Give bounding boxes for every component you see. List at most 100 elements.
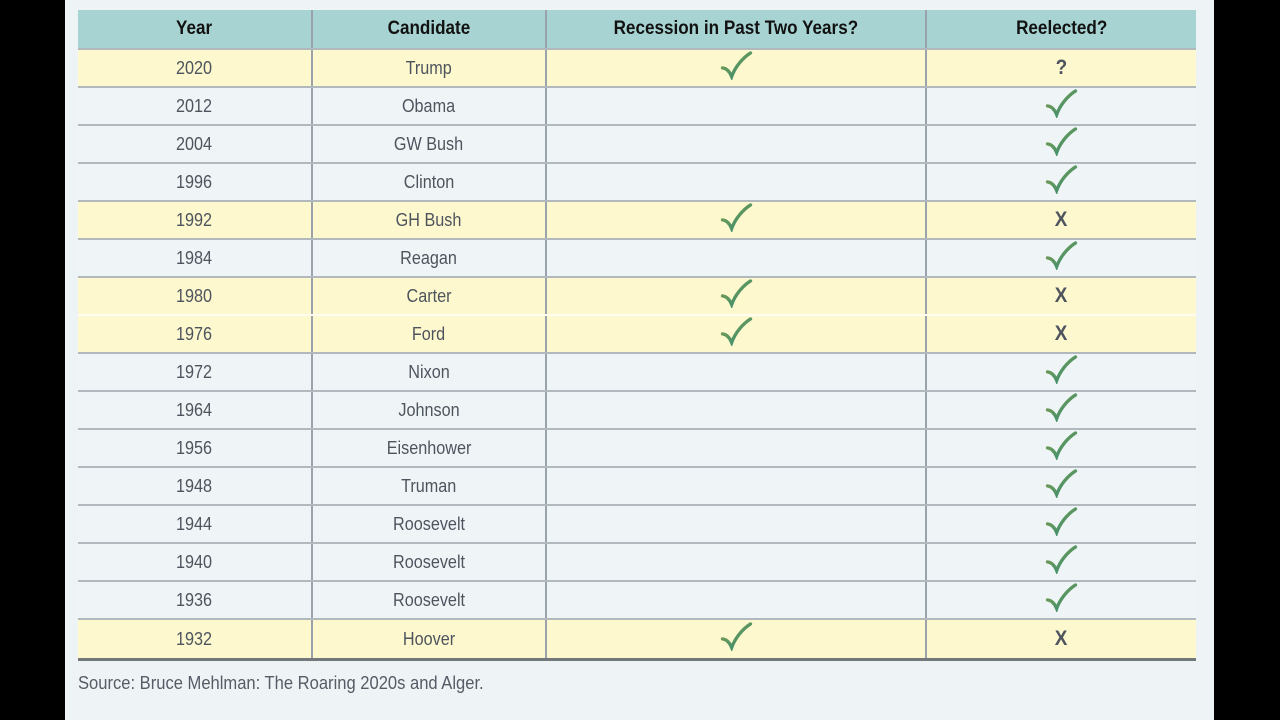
candidate-cell: Johnson <box>313 392 547 428</box>
check-icon <box>1045 469 1078 497</box>
candidate-value: Hoover <box>402 628 456 649</box>
recession-cell <box>547 620 927 658</box>
candidate-cell: Ford <box>313 316 547 352</box>
recession-cell <box>547 164 927 200</box>
reelected-cell <box>927 582 1196 618</box>
recession-cell <box>547 392 927 428</box>
recession-cell <box>547 468 927 504</box>
table-row: 1980 Carter X <box>78 278 1196 316</box>
year-cell: 1940 <box>78 544 313 580</box>
table-row: 2020 Trump ? <box>78 50 1196 88</box>
year-cell: 1980 <box>78 278 313 314</box>
check-icon <box>1045 165 1078 193</box>
recession-cell <box>547 50 927 86</box>
recession-cell <box>547 202 927 238</box>
year-value: 2012 <box>176 95 213 116</box>
reelected-cell <box>927 430 1196 466</box>
year-cell: 1944 <box>78 506 313 542</box>
table-row: 2004 GW Bush <box>78 126 1196 164</box>
year-cell: 2004 <box>78 126 313 162</box>
reelected-cell <box>927 126 1196 162</box>
candidate-cell: Clinton <box>313 164 547 200</box>
reelected-cell <box>927 240 1196 276</box>
x-icon: X <box>1055 208 1068 231</box>
reelected-cell <box>927 88 1196 124</box>
table-row: 1992 GH Bush X <box>78 202 1196 240</box>
year-value: 1940 <box>176 551 213 572</box>
year-cell: 1972 <box>78 354 313 390</box>
year-value: 2004 <box>176 133 213 154</box>
recession-cell <box>547 126 927 162</box>
check-icon <box>720 622 752 650</box>
recession-cell <box>547 544 927 580</box>
candidate-cell: Truman <box>313 468 547 504</box>
candidate-cell: Trump <box>313 50 547 86</box>
reelected-cell: X <box>927 278 1196 314</box>
candidate-value: Reagan <box>400 247 458 268</box>
candidate-value: Truman <box>401 475 457 496</box>
year-value: 1936 <box>176 589 213 610</box>
check-icon <box>1045 583 1078 611</box>
question-icon: ? <box>1055 56 1068 79</box>
candidate-cell: Obama <box>313 88 547 124</box>
candidate-value: Trump <box>405 57 453 78</box>
header-candidate-label: Candidate <box>387 18 471 39</box>
table-header-row: Year Candidate Recession in Past Two Yea… <box>78 10 1196 50</box>
candidate-value: GW Bush <box>394 133 464 154</box>
table-row: 1996 Clinton <box>78 164 1196 202</box>
year-value: 1972 <box>176 361 213 382</box>
reelected-cell <box>927 164 1196 200</box>
header-recession: Recession in Past Two Years? <box>547 10 927 48</box>
table-row: 1940 Roosevelt <box>78 544 1196 582</box>
check-icon <box>720 317 752 345</box>
table-row: 1936 Roosevelt <box>78 582 1196 620</box>
candidate-cell: Carter <box>313 278 547 314</box>
table-row: 2012 Obama <box>78 88 1196 126</box>
candidate-cell: Reagan <box>313 240 547 276</box>
year-cell: 1948 <box>78 468 313 504</box>
year-value: 1932 <box>176 628 213 649</box>
check-icon <box>1045 89 1078 117</box>
reelected-cell <box>927 392 1196 428</box>
table-row: 1944 Roosevelt <box>78 506 1196 544</box>
year-value: 1944 <box>176 513 213 534</box>
candidate-value: Roosevelt <box>392 513 466 534</box>
candidate-cell: GH Bush <box>313 202 547 238</box>
header-year-label: Year <box>176 18 213 39</box>
table-body: 2020 Trump ? 2012 Obama 2004 GW Bush 199… <box>78 50 1196 658</box>
candidate-cell: Nixon <box>313 354 547 390</box>
candidate-value: GH Bush <box>396 209 462 230</box>
reelected-cell: X <box>927 202 1196 238</box>
table-row: 1972 Nixon <box>78 354 1196 392</box>
year-value: 2020 <box>176 57 213 78</box>
header-reelected: Reelected? <box>927 10 1196 48</box>
candidate-value: Roosevelt <box>392 589 466 610</box>
reelected-cell: ? <box>927 50 1196 86</box>
recession-cell <box>547 506 927 542</box>
recession-cell <box>547 88 927 124</box>
candidate-cell: Roosevelt <box>313 582 547 618</box>
content-area: Year Candidate Recession in Past Two Yea… <box>65 0 1214 720</box>
candidate-value: Ford <box>412 323 446 344</box>
x-icon: X <box>1055 627 1068 650</box>
year-cell: 1976 <box>78 316 313 352</box>
candidate-value: Roosevelt <box>392 551 466 572</box>
check-icon <box>720 279 752 307</box>
candidate-cell: Hoover <box>313 620 547 658</box>
year-value: 1980 <box>176 285 213 306</box>
x-icon: X <box>1055 322 1068 345</box>
check-icon <box>1045 507 1078 535</box>
table-row: 1956 Eisenhower <box>78 430 1196 468</box>
check-icon <box>720 51 752 79</box>
candidate-cell: Roosevelt <box>313 544 547 580</box>
year-value: 1996 <box>176 171 213 192</box>
year-cell: 1936 <box>78 582 313 618</box>
check-icon <box>1045 355 1078 383</box>
reelected-cell <box>927 354 1196 390</box>
year-cell: 1984 <box>78 240 313 276</box>
check-icon <box>1045 241 1078 269</box>
year-cell: 2020 <box>78 50 313 86</box>
year-value: 1992 <box>176 209 213 230</box>
year-value: 1956 <box>176 437 213 458</box>
candidate-value: Obama <box>402 95 456 116</box>
